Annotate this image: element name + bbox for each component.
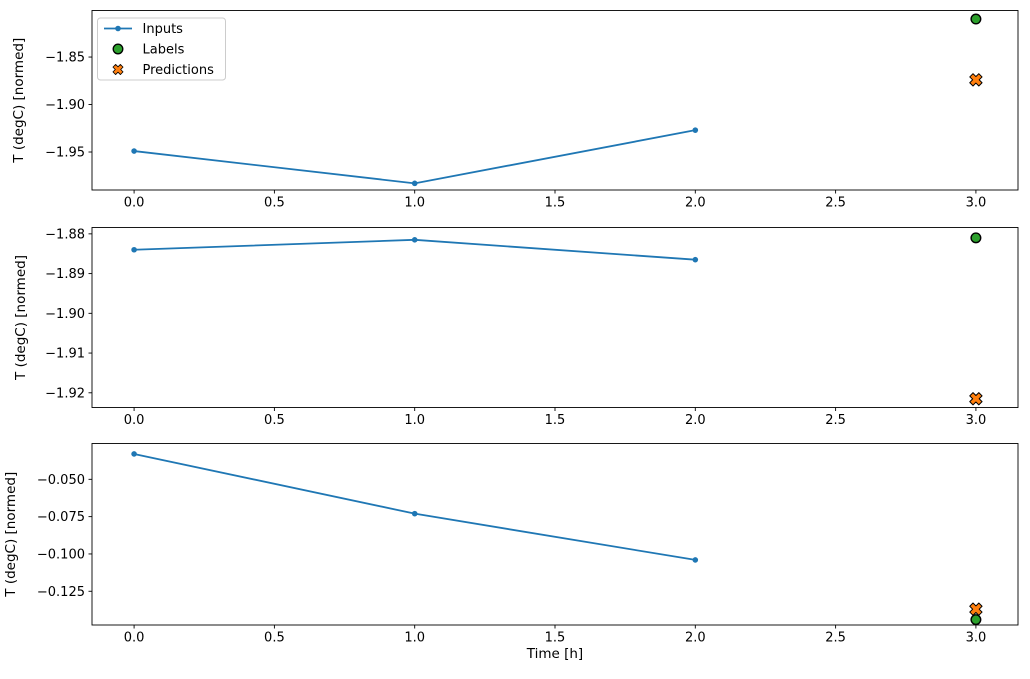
x-tick-label: 0.0 xyxy=(124,631,145,646)
x-tick-label: 0.0 xyxy=(124,196,145,211)
x-tick-label: 0.5 xyxy=(264,413,285,428)
x-tick-label: 2.0 xyxy=(685,196,706,211)
x-tick-label: 1.0 xyxy=(404,413,425,428)
x-tick-label: 0.0 xyxy=(124,413,145,428)
subplot-1-inputs-point-marker xyxy=(411,180,418,187)
subplot-2-ylabel: T (degC) [normed] xyxy=(13,255,29,381)
subplot-3-x-ticks: 0.0 0.5 1.0 1.5 2.0 2.5 3.0 xyxy=(124,625,987,646)
subplot-2-inputs-point-marker xyxy=(131,246,137,253)
y-tick-label: −1.95 xyxy=(45,146,85,161)
x-tick-label: 2.5 xyxy=(825,631,846,646)
subplot-1-y-ticks: −1.85 −1.90 −1.95 xyxy=(45,51,92,161)
subplot-2-frame xyxy=(91,227,1019,408)
subplot-2-y-ticks: −1.88 −1.89 −1.90 −1.91 −1.92 xyxy=(45,227,92,401)
y-tick-label: −0.075 xyxy=(37,510,85,525)
y-tick-label: −1.90 xyxy=(45,307,85,322)
y-tick-label: −1.90 xyxy=(45,98,85,113)
x-tick-label: 1.5 xyxy=(545,196,566,211)
x-tick-label: 2.5 xyxy=(825,196,846,211)
legend-dot-icon xyxy=(115,25,121,32)
subplot-1-inputs-path xyxy=(133,129,696,185)
subplot-3-inputs-point-marker xyxy=(411,510,418,517)
subplot-3-frame xyxy=(91,443,1019,626)
subplot-3-inputs-point-marker xyxy=(131,451,137,457)
x-tick-label: 1.0 xyxy=(404,631,425,646)
subplot-1-ylabel: T (degC) [normed] xyxy=(11,38,27,164)
x-tick-label: 1.5 xyxy=(545,413,566,428)
legend-label-labels: Labels xyxy=(143,43,185,58)
legend-entry-predictions: Predictions xyxy=(112,63,215,78)
y-tick-label: −1.92 xyxy=(45,386,85,401)
legend: Inputs Labels Predictions xyxy=(97,17,226,81)
subplot-3-y-ticks: −0.050 −0.075 −0.100 −0.125 xyxy=(37,473,92,600)
legend-entry-labels: Labels xyxy=(112,43,185,58)
y-tick-label: −1.89 xyxy=(45,267,85,282)
legend-x-icon xyxy=(112,64,124,75)
legend-box xyxy=(97,17,226,81)
subplot-1-inputs-point-marker xyxy=(131,148,137,154)
x-tick-label: 2.5 xyxy=(825,413,846,428)
subplot-3-ylabel: T (degC) [normed] xyxy=(3,472,19,598)
subplot-1-labels-circle-marker xyxy=(970,13,982,25)
x-tick-label: 3.0 xyxy=(966,413,987,428)
subplot-2-x-ticks: 0.0 0.5 1.0 1.5 2.0 2.5 3.0 xyxy=(124,407,987,428)
y-tick-label: −0.100 xyxy=(37,547,85,562)
subplot-1: 0.0 0.5 1.0 1.5 2.0 2.5 3.0 −1.85 −1.90 −1.95 T (d… xyxy=(11,10,1019,211)
x-tick-label: 3.0 xyxy=(966,631,987,646)
subplot-1-x-ticks: 0.0 0.5 1.0 1.5 2.0 2.5 3.0 xyxy=(124,190,987,211)
subplot-2: 0.0 0.5 1.0 1.5 2.0 2.5 3.0 −1.88 −1.89 −1.90 −1.9… xyxy=(13,227,1019,428)
subplot-3-inputs-line xyxy=(131,451,699,563)
x-tick-label: 2.0 xyxy=(685,631,706,646)
subplot-2-predictions-x-marker xyxy=(969,392,983,406)
subplot-3: 0.0 0.5 1.0 1.5 2.0 2.5 3.0−0.050−0.075−0.100−… xyxy=(3,443,1019,662)
y-tick-label: −1.91 xyxy=(45,347,85,362)
x-tick-label: 0.5 xyxy=(264,631,285,646)
x-tick-label: 1.0 xyxy=(404,196,425,211)
subplot-2-inputs-point-marker xyxy=(692,256,699,263)
subplot-2-inputs-point-marker xyxy=(411,237,418,243)
subplot-2-inputs-line xyxy=(131,237,699,263)
y-tick-label: −0.050 xyxy=(37,473,85,488)
subplot-1-predictions-x-marker xyxy=(969,73,983,87)
subplot-1-inputs-point-marker xyxy=(692,127,699,133)
y-tick-label: −1.85 xyxy=(45,51,85,66)
x-tick-label: 3.0 xyxy=(966,196,987,211)
subplot-3-inputs-point-marker xyxy=(692,557,699,563)
x-tick-label: 2.0 xyxy=(685,413,706,428)
legend-entry-inputs: Inputs xyxy=(104,22,183,37)
legend-circle-icon xyxy=(112,43,124,55)
subplot-3-predictions-x-marker xyxy=(969,602,983,616)
x-tick-label: 1.5 xyxy=(545,631,566,646)
subplot-2-labels-circle-marker xyxy=(970,232,982,244)
legend-label-predictions: Predictions xyxy=(143,63,215,78)
subplot-3-labels-circle-marker xyxy=(970,614,982,626)
y-tick-label: −1.88 xyxy=(45,227,85,242)
y-tick-label: −0.125 xyxy=(37,585,85,600)
x-tick-label: 0.5 xyxy=(264,196,285,211)
x-axis-label: Time [h] xyxy=(526,646,583,662)
subplot-1-inputs-line xyxy=(131,127,699,187)
subplot-3-inputs-path xyxy=(133,453,696,561)
subplot-2-inputs-path xyxy=(134,238,696,261)
legend-label-inputs: Inputs xyxy=(143,22,184,37)
